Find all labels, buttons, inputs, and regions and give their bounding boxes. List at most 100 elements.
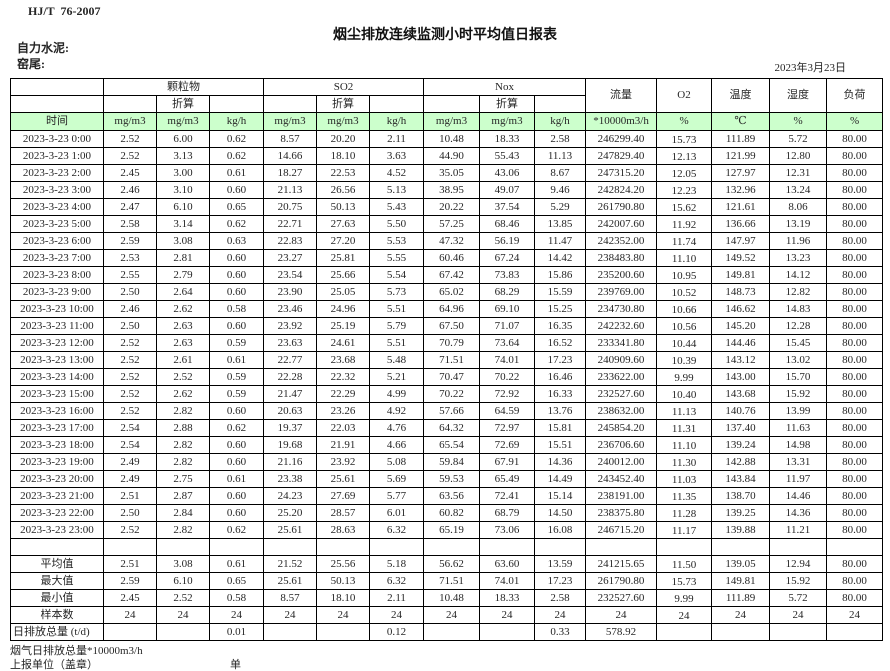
header-empty-cell [534, 95, 587, 113]
value-cell [263, 623, 317, 641]
value-cell: 12.23 [656, 181, 713, 199]
value-cell: 2.63 [156, 334, 210, 352]
value-cell: 139.05 [711, 555, 771, 573]
value-cell: 241215.65 [585, 555, 658, 573]
value-cell: 238632.00 [585, 402, 658, 420]
value-cell: 2.47 [103, 198, 157, 216]
value-cell: 63.56 [423, 487, 481, 505]
value-cell: 15.70 [769, 368, 828, 386]
unit-cell: ℃ [711, 112, 771, 131]
value-cell: 56.62 [423, 555, 481, 573]
value-cell: 68.29 [479, 283, 536, 301]
row-label-cell: 最小值 [10, 589, 104, 607]
table-row: 2023-3-23 21:00 2.51 2.87 0.60 24.23 27.69 5.7… [10, 487, 884, 505]
header-empty-cell [368, 95, 425, 113]
value-cell: 0.61 [209, 555, 264, 573]
table-row: 2023-3-23 8:00 2.55 2.79 0.60 23.54 25.66 5.54… [10, 266, 884, 284]
value-cell: 80.00 [826, 470, 884, 488]
value-cell: 80.00 [826, 300, 884, 318]
value-cell: 138.70 [711, 487, 771, 505]
value-cell: 5.29 [534, 198, 587, 216]
value-cell: 80.00 [826, 334, 884, 352]
report-title: 烟尘排放连续监测小时平均值日报表 [333, 26, 557, 42]
header-o2: O2 [656, 78, 713, 113]
value-cell: 23.54 [263, 266, 317, 284]
value-cell: 0.65 [209, 572, 264, 590]
value-cell: 5.73 [368, 283, 425, 301]
value-cell: 242007.60 [585, 215, 658, 233]
table-row: 2023-3-23 7:00 2.53 2.81 0.60 23.27 25.81 5.55… [10, 249, 884, 267]
value-cell: 0.58 [209, 589, 264, 607]
value-cell: 0.62 [209, 419, 264, 437]
table-row: 2023-3-23 18:00 2.54 2.82 0.60 19.68 21.91 4.6… [10, 436, 884, 454]
value-cell: 80.00 [826, 385, 884, 403]
value-cell: 67.50 [423, 317, 481, 335]
value-cell: 15.51 [534, 436, 587, 454]
value-cell: 17.23 [534, 572, 587, 590]
unit-cell: mg/m3 [156, 112, 210, 131]
value-cell: 0.62 [209, 215, 264, 233]
unit-cell: % [769, 112, 828, 131]
value-cell: 0.63 [209, 232, 264, 250]
value-cell: 18.10 [316, 147, 370, 165]
value-cell: 2.50 [103, 317, 157, 335]
value-cell: 12.13 [656, 147, 713, 165]
row-label-cell: 2023-3-23 13:00 [10, 351, 104, 369]
value-cell: 2.46 [103, 181, 157, 199]
footer-line2: 上报单位（盖章） 单位 [10, 656, 241, 671]
row-label-cell: 2023-3-23 17:00 [10, 419, 104, 437]
row-label-cell: 2023-3-23 0:00 [10, 130, 104, 148]
value-cell: 20.22 [423, 198, 481, 216]
value-cell: 111.89 [711, 589, 771, 607]
value-cell: 18.10 [316, 589, 370, 607]
value-cell: 2.79 [156, 266, 210, 284]
value-cell: 15.81 [534, 419, 587, 437]
value-cell [209, 538, 264, 556]
value-cell: 11.63 [769, 419, 828, 437]
value-cell: 144.46 [711, 334, 771, 352]
value-cell: 24 [479, 606, 536, 624]
row-label-cell: 2023-3-23 8:00 [10, 266, 104, 284]
unit-cell: mg/m3 [316, 112, 370, 131]
value-cell: 12.05 [656, 164, 713, 182]
value-cell: 24.23 [263, 487, 317, 505]
value-cell: 2.54 [103, 436, 157, 454]
value-cell: 0.59 [209, 334, 264, 352]
row-label-cell: 2023-3-23 22:00 [10, 504, 104, 522]
value-cell: 80.00 [826, 589, 884, 607]
value-cell: 0.33 [534, 623, 587, 641]
value-cell: 2.62 [156, 385, 210, 403]
value-cell: 20.20 [316, 130, 370, 148]
value-cell: 243452.40 [585, 470, 658, 488]
value-cell: 21.16 [263, 453, 317, 471]
value-cell: 25.20 [263, 504, 317, 522]
value-cell: 80.00 [826, 266, 884, 284]
value-cell: 2.62 [156, 300, 210, 318]
table-row: 2023-3-23 1:00 2.52 3.13 0.62 14.66 18.10 3.63… [10, 147, 884, 165]
value-cell: 11.74 [656, 232, 713, 250]
header-time: 时间 [10, 112, 104, 131]
value-cell: 11.21 [769, 521, 828, 539]
value-cell: 145.20 [711, 317, 771, 335]
value-cell: 2.52 [103, 351, 157, 369]
value-cell: 0.61 [209, 164, 264, 182]
value-cell: 2.82 [156, 521, 210, 539]
value-cell: 12.31 [769, 164, 828, 182]
value-cell: 15.86 [534, 266, 587, 284]
value-cell: 73.83 [479, 266, 536, 284]
value-cell: 2.55 [103, 266, 157, 284]
value-cell: 4.99 [368, 385, 425, 403]
header-flow: 流量 [585, 78, 658, 113]
value-cell: 64.59 [479, 402, 536, 420]
value-cell: 2.59 [103, 232, 157, 250]
value-cell: 6.32 [368, 572, 425, 590]
value-cell: 38.95 [423, 181, 481, 199]
value-cell: 139.25 [711, 504, 771, 522]
value-cell: 246715.20 [585, 521, 658, 539]
value-cell: 15.25 [534, 300, 587, 318]
table-row: 样本数 24 24 24 24 24 24 24 24 24 24 24 24 24 24 [10, 606, 884, 624]
header-humidity: 湿度 [769, 78, 828, 113]
value-cell: 65.19 [423, 521, 481, 539]
value-cell: 2.11 [368, 589, 425, 607]
value-cell [769, 538, 828, 556]
